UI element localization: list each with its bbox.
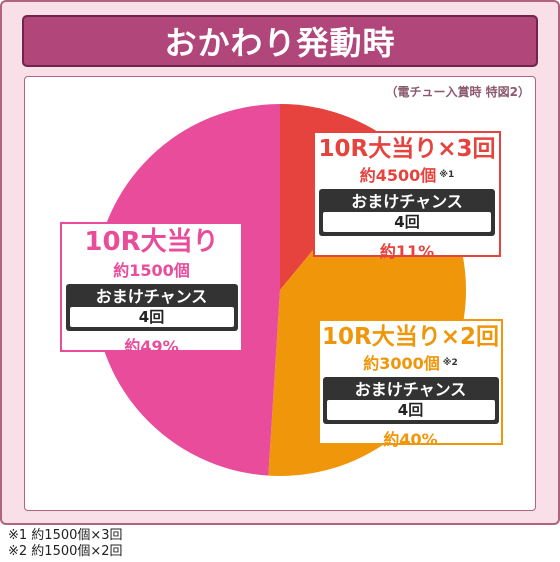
slice-amount: 約1500個 xyxy=(113,260,190,280)
slice-percent-label: 約40% xyxy=(383,430,438,450)
footnote-1: ※1 約1500個×3回 xyxy=(8,528,123,543)
page-title: おかわり発動時 xyxy=(22,15,538,67)
slice-amount: 約3000個 ※2 xyxy=(363,354,458,374)
slice-label-box-3x: 10R大当り×3回 約4500個 ※1 おまけチャンス 4回 約11% xyxy=(313,131,501,261)
bonus-value: 4回 xyxy=(323,212,491,233)
bonus-panel: おまけチャンス 4回 xyxy=(65,283,238,331)
footnote-2: ※2 約1500個×2回 xyxy=(8,544,123,559)
bonus-panel: おまけチャンス 4回 xyxy=(322,377,499,425)
slice-percent-label: 約49% xyxy=(124,336,179,356)
bonus-label: おまけチャンス xyxy=(354,380,467,400)
bonus-label: おまけチャンス xyxy=(351,192,463,212)
chart-subtitle: （電チュー入賞時 特図2） xyxy=(385,85,530,99)
slice-amount: 約4500個 ※1 xyxy=(359,166,455,186)
slice-percent-label: 約11% xyxy=(379,242,435,262)
slice-title: 10R大当り xyxy=(84,227,219,257)
footnote-mark: ※1 xyxy=(439,170,455,181)
slice-title: 10R大当り×2回 xyxy=(322,324,499,350)
bonus-value: 4回 xyxy=(326,400,495,421)
bonus-value: 4回 xyxy=(69,306,234,327)
footnotes: ※1 約1500個×3回 ※2 約1500個×2回 xyxy=(8,528,123,560)
bonus-panel: おまけチャンス 4回 xyxy=(319,189,495,237)
slice-title: 10R大当り×3回 xyxy=(318,136,496,162)
slice-label-box-2x: 10R大当り×2回 約3000個 ※2 おまけチャンス 4回 約40% xyxy=(318,319,503,449)
bonus-label: おまけチャンス xyxy=(95,286,208,306)
footnote-mark: ※2 xyxy=(442,358,458,369)
slice-label-box-1x: 10R大当り 約1500個 おまけチャンス 4回 約49% xyxy=(60,222,243,356)
